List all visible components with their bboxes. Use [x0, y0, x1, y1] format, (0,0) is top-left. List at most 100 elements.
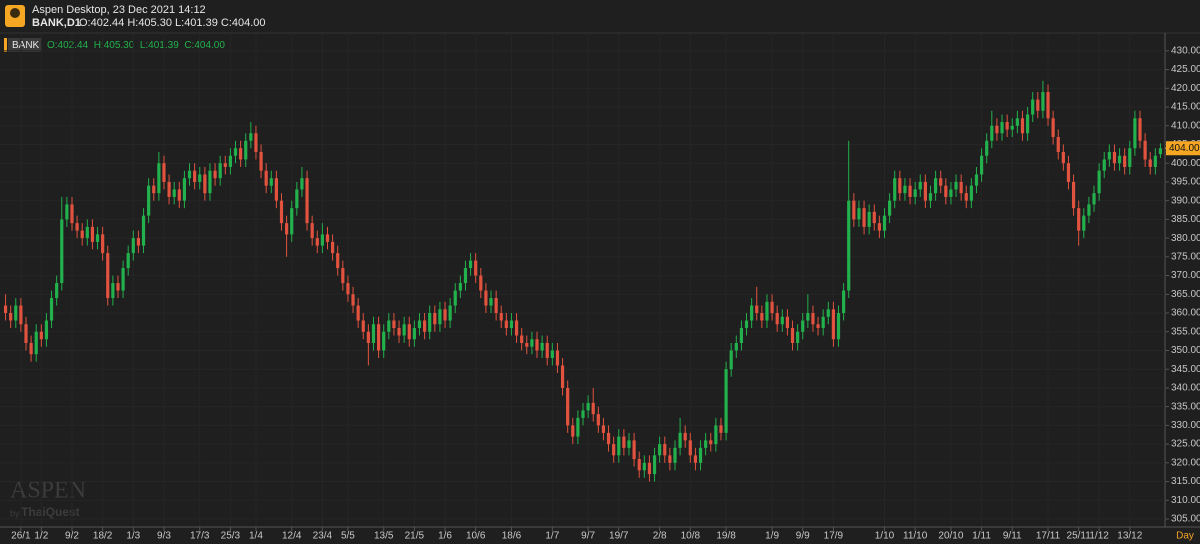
candle-body [831, 309, 835, 340]
candle-body [990, 125, 994, 141]
candle-body [468, 260, 473, 269]
y-tick-label: 400.00 [1171, 158, 1200, 169]
candle-body [775, 313, 779, 325]
candle-body [336, 253, 340, 269]
candle-body [126, 253, 130, 269]
candle-body [555, 350, 560, 366]
candle-body [928, 193, 933, 201]
x-tick-label: 9/11 [1003, 531, 1022, 542]
candle-body [668, 455, 672, 463]
candle-body [1066, 163, 1071, 182]
candle-body [780, 316, 784, 325]
candle-body [908, 185, 912, 197]
x-tick-label: 13/12 [1117, 531, 1142, 542]
candle-body [177, 189, 181, 201]
candle-body [1056, 137, 1060, 152]
y-tick-label: 355.00 [1171, 326, 1200, 337]
candle-body [300, 178, 304, 190]
candle-body [1061, 151, 1065, 164]
candle-body [964, 193, 968, 201]
y-tick-label: 380.00 [1171, 233, 1200, 244]
x-tick-label: 23/4 [313, 531, 333, 542]
x-tick-label: 1/2 [34, 531, 48, 542]
candle-body [959, 181, 963, 194]
candle-body [1102, 159, 1106, 171]
y-tick-label: 410.00 [1171, 120, 1200, 131]
candle-body [903, 185, 907, 194]
candle-body [969, 185, 973, 201]
candle-body [136, 238, 141, 246]
candle-body [893, 178, 897, 201]
candle-body [34, 331, 38, 355]
x-tick-label: 11/10 [903, 531, 928, 542]
y-tick-label: 370.00 [1171, 270, 1200, 281]
candle-body [663, 444, 667, 456]
candle-body [826, 309, 830, 317]
candle-body [882, 215, 887, 231]
candle-body [320, 234, 324, 246]
candle-body [1010, 125, 1014, 130]
candle-body [617, 436, 621, 456]
candle-body [239, 148, 243, 160]
candle-body [1036, 99, 1040, 111]
candle-body [612, 444, 616, 456]
candle-body [842, 290, 846, 314]
candle-body [305, 178, 309, 224]
candle-body [847, 200, 851, 291]
candle-body [1097, 170, 1101, 194]
candle-body [152, 185, 156, 194]
candle-body [949, 189, 953, 197]
candle-body [939, 178, 943, 186]
candle-body [392, 320, 396, 329]
x-tick-label: 10/8 [681, 531, 701, 542]
candle-body [131, 238, 135, 254]
candle-body [719, 425, 723, 433]
candle-body [448, 305, 452, 321]
candle-body [269, 178, 273, 186]
candle-body [187, 170, 192, 179]
candle-body [422, 320, 427, 332]
candle-body [1077, 208, 1081, 231]
candle-body [944, 185, 948, 197]
candle-body [315, 238, 319, 246]
candle-body [203, 174, 207, 194]
x-tick-label: 1/10 [875, 531, 895, 542]
candle-body [474, 260, 478, 276]
x-tick-label: 1/11 [972, 531, 991, 542]
candle-body [979, 155, 984, 175]
candle-body [1143, 140, 1147, 160]
candle-body [647, 462, 652, 475]
candle-body [1015, 118, 1019, 126]
y-tick-label: 395.00 [1171, 177, 1200, 188]
candle-body [484, 290, 488, 306]
candle-body [642, 462, 646, 471]
y-tick-label: 330.00 [1171, 420, 1200, 431]
candle-body [24, 324, 28, 343]
candle-body [586, 402, 590, 411]
candle-body [698, 447, 703, 463]
candle-body [366, 331, 370, 343]
candle-body [223, 163, 227, 167]
candle-body [888, 200, 892, 216]
candle-body [1128, 148, 1132, 167]
candle-body [29, 342, 33, 355]
candle-body [785, 316, 790, 329]
candle-body [514, 320, 519, 336]
candle-body [106, 253, 110, 299]
candle-body [796, 331, 800, 343]
candle-body [95, 234, 100, 242]
x-tick-label: 1/9 [765, 531, 779, 542]
candle-body [325, 234, 330, 242]
x-tick-label: 25/11 [1067, 531, 1092, 542]
candle-body [172, 189, 176, 197]
x-tick-label: 12/4 [282, 531, 302, 542]
x-tick-label: 9/2 [65, 531, 79, 542]
candle-body [55, 283, 59, 299]
header-symbol: BANK,D1 [32, 17, 81, 29]
candle-body [1087, 204, 1091, 216]
y-tick-label: 345.00 [1171, 364, 1200, 375]
candle-body [44, 320, 49, 340]
y-tick-label: 350.00 [1171, 345, 1200, 356]
candle-body [80, 230, 84, 239]
candle-body [678, 432, 682, 448]
